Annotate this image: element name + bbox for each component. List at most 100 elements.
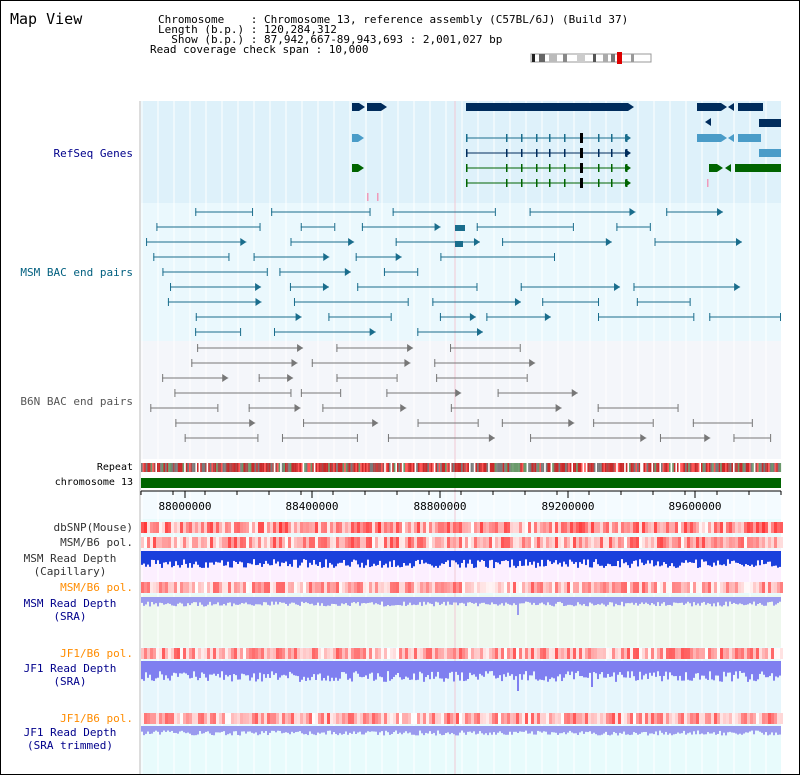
jf1-b6-pol-cell [696,648,699,659]
jf1-depth-trim-bar [407,726,409,734]
strand-arrow [614,283,621,291]
track-label-repeat[interactable]: Repeat [96,462,133,473]
track-label-jf1-b6-pol[interactable]: JF1/B6 pol. [60,647,133,660]
track-label-chromosome[interactable]: chromosome 13 [54,477,133,488]
repeat-mark [744,463,746,472]
track-label-msm-b6-pol[interactable]: MSM/B6 pol. [60,536,133,549]
jf1-b6-pol-cell [150,648,153,659]
repeat-mark [385,463,388,472]
msm-depth-sra-bar [195,597,197,603]
track-label-msm-bac[interactable]: MSM BAC end pairs [20,266,133,279]
ideogram-band [577,54,585,62]
repeat-mark [329,463,332,472]
dbsnp-cell [462,522,465,533]
strand-arrow [514,298,521,306]
jf1-depth-sra-bar [525,661,527,672]
msm-b6-pol-cell [549,537,552,548]
jf1-depth-sra-bar [557,661,559,677]
msm-b6-pol-cell [540,537,543,548]
jf1-depth-sra-bar [539,661,541,680]
msm-b6-pol-cell [663,537,666,548]
exon [466,179,468,187]
jf1-b6-pol-cell [243,648,246,659]
repeat-mark [369,463,372,472]
jf1-depth-trim-bar [227,726,229,735]
jf1-depth-sra-bar [733,661,735,675]
jf1-depth-trim-bar [315,726,317,736]
track-label-refseq[interactable]: RefSeq Genes [53,147,133,160]
msm-b6-pol-cell [675,537,678,548]
bac-end [501,419,503,427]
msm-depth-cap-bar [675,551,677,568]
msm-b6-pol-cell [369,582,372,593]
jf1-b6-pol-cell [777,713,780,724]
track-label-msm-depth-sra[interactable]: MSM Read Depth (SRA) [1,597,139,623]
repeat-mark [320,463,322,472]
repeat-mark [233,463,236,472]
msm-b6-pol-cell [639,537,642,548]
msm-b6-pol-cell [426,537,429,548]
msm-depth-cap-bar [159,551,161,564]
jf1-b6-pol-cell [156,648,159,659]
repeat-mark [211,463,214,472]
jf1-depth-sra-bar [445,661,447,679]
msm-b6-pol-cell [144,582,147,593]
jf1-depth-trim-bar [717,726,719,734]
track-label-msm-b6-pol-2[interactable]: MSM/B6 pol. [60,581,133,594]
dbsnp-cell [372,522,375,533]
jf1-depth-trim-bar [591,726,593,734]
jf1-b6-pol-cell [288,713,291,724]
jf1-depth-trim-bar [411,726,413,735]
jf1-depth-sra-bar [677,661,679,681]
track-label-jf1-depth-sra[interactable]: JF1 Read Depth (SRA) [1,662,139,688]
msm-depth-sra-bar [285,597,287,604]
strand-arrow [407,344,414,352]
repeat-mark [745,463,748,472]
msm-b6-pol-cell [699,582,702,593]
jf1-depth-sra-bar [699,661,701,680]
msm-depth-cap-bar [273,551,275,560]
exon [506,134,508,142]
jf1-b6-pol-cell [489,713,492,724]
exon [549,164,551,172]
msm-b6-pol-cell [354,582,357,593]
jf1-b6-pol-cell [183,648,186,659]
msm-depth-cap-bar [731,551,733,562]
msm-depth-sra-bar [751,597,753,605]
jf1-depth-sra-bar [349,661,351,679]
msm-b6-pol-cell [747,537,750,548]
msm-b6-pol-cell [501,537,504,548]
msm-b6-pol-cell [438,582,441,593]
dbsnp-cell [291,522,294,533]
page-title: Map View [10,10,83,28]
repeat-mark [392,463,394,472]
msm-b6-pol-cell [657,582,660,593]
dbsnp-cell [630,522,633,533]
track-label-b6n-bac[interactable]: B6N BAC end pairs [20,395,133,408]
track-label-jf1-depth-trimmed[interactable]: JF1 Read Depth (SRA trimmed) [1,726,139,752]
track-label-msm-depth-capillary[interactable]: MSM Read Depth (Capillary) [1,552,139,578]
jf1-depth-sra-bar [167,661,169,679]
msm-b6-pol-cell [558,582,561,593]
msm-b6-pol-cell [225,537,228,548]
msm-depth-sra-bar [715,597,717,607]
msm-depth-cap-bar [587,551,589,560]
bac-end [356,434,358,442]
msm-depth-sra-bar [173,597,175,606]
jf1-depth-sra-bar [655,661,657,677]
msm-b6-pol-cell [300,537,303,548]
msm-depth-sra-bar [421,597,423,606]
repeat-mark [209,463,212,472]
msm-b6-pol-cell [732,582,735,593]
msm-b6-pol-cell [204,537,207,548]
msm-b6-pol-cell [726,582,729,593]
jf1-depth-sra-bar [765,661,767,678]
jf1-b6-pol-cell [525,648,528,659]
msm-b6-pol-cell [660,537,663,548]
track-label-dbsnp[interactable]: dbSNP(Mouse) [53,521,133,534]
track-label-jf1-b6-pol-2[interactable]: JF1/B6 pol. [60,712,133,725]
msm-depth-sra-bar [491,597,493,603]
repeat-mark [377,463,380,472]
repeat-mark [401,463,404,472]
